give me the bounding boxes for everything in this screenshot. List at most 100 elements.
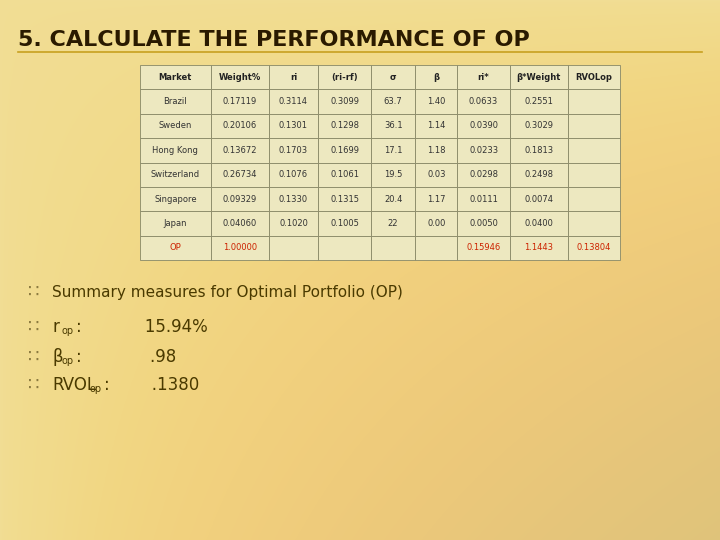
- Text: 0.1301: 0.1301: [279, 122, 308, 131]
- Text: 0.1699: 0.1699: [330, 146, 359, 155]
- Bar: [140, 138, 211, 163]
- Bar: [415, 163, 457, 187]
- Bar: [211, 138, 269, 163]
- Text: (ri-rf): (ri-rf): [331, 73, 358, 82]
- Bar: [510, 90, 567, 114]
- Bar: [415, 235, 457, 260]
- Text: β: β: [52, 348, 63, 366]
- Text: 20.4: 20.4: [384, 194, 402, 204]
- Bar: [567, 163, 620, 187]
- Text: 0.3099: 0.3099: [330, 97, 359, 106]
- Bar: [457, 211, 510, 235]
- Text: 63.7: 63.7: [384, 97, 402, 106]
- Text: 0.1020: 0.1020: [279, 219, 308, 228]
- Text: 0.1330: 0.1330: [279, 194, 308, 204]
- Bar: [211, 211, 269, 235]
- Bar: [567, 138, 620, 163]
- Text: 0.2498: 0.2498: [524, 170, 553, 179]
- Text: r: r: [52, 318, 59, 336]
- Text: Market: Market: [158, 73, 192, 82]
- Text: 0.0633: 0.0633: [469, 97, 498, 106]
- Bar: [371, 114, 415, 138]
- Bar: [211, 90, 269, 114]
- Bar: [318, 90, 371, 114]
- Bar: [415, 138, 457, 163]
- Bar: [318, 235, 371, 260]
- Text: ∷: ∷: [28, 376, 40, 394]
- Bar: [371, 65, 415, 90]
- Bar: [211, 65, 269, 90]
- Bar: [371, 138, 415, 163]
- Bar: [371, 187, 415, 211]
- Bar: [415, 65, 457, 90]
- Bar: [415, 90, 457, 114]
- Bar: [140, 114, 211, 138]
- Text: RVOL: RVOL: [52, 376, 96, 394]
- Text: :             .98: : .98: [76, 348, 176, 366]
- Bar: [415, 187, 457, 211]
- Text: 1.17: 1.17: [427, 194, 446, 204]
- Text: 19.5: 19.5: [384, 170, 402, 179]
- Text: 0.1061: 0.1061: [330, 170, 359, 179]
- Text: OP: OP: [169, 244, 181, 252]
- Bar: [415, 114, 457, 138]
- Text: 0.04060: 0.04060: [222, 219, 257, 228]
- Bar: [269, 163, 318, 187]
- Text: Brazil: Brazil: [163, 97, 187, 106]
- Bar: [457, 187, 510, 211]
- Bar: [269, 114, 318, 138]
- Text: 0.0233: 0.0233: [469, 146, 498, 155]
- Text: RVOLop: RVOLop: [575, 73, 612, 82]
- Bar: [567, 187, 620, 211]
- Text: 0.0050: 0.0050: [469, 219, 498, 228]
- Bar: [318, 138, 371, 163]
- Text: ∷: ∷: [28, 348, 40, 366]
- Text: σ: σ: [390, 73, 397, 82]
- Text: op: op: [62, 356, 74, 366]
- Text: 0.0400: 0.0400: [524, 219, 553, 228]
- Text: op: op: [90, 384, 102, 394]
- Text: :            15.94%: : 15.94%: [76, 318, 208, 336]
- Text: β: β: [433, 73, 439, 82]
- Bar: [371, 90, 415, 114]
- Text: ∷: ∷: [28, 318, 40, 336]
- Bar: [140, 211, 211, 235]
- Text: 0.15946: 0.15946: [467, 244, 500, 252]
- Text: 1.14: 1.14: [427, 122, 446, 131]
- Bar: [567, 211, 620, 235]
- Bar: [510, 138, 567, 163]
- Text: ∷: ∷: [28, 283, 40, 301]
- Bar: [140, 163, 211, 187]
- Bar: [140, 235, 211, 260]
- Bar: [567, 65, 620, 90]
- Bar: [510, 65, 567, 90]
- Text: 0.26734: 0.26734: [222, 170, 257, 179]
- Text: :        .1380: : .1380: [104, 376, 199, 394]
- Text: 36.1: 36.1: [384, 122, 402, 131]
- Bar: [457, 65, 510, 90]
- Bar: [567, 90, 620, 114]
- Text: Hong Kong: Hong Kong: [153, 146, 198, 155]
- Bar: [415, 211, 457, 235]
- Text: Summary measures for Optimal Portfolio (OP): Summary measures for Optimal Portfolio (…: [52, 285, 403, 300]
- Text: 0.1298: 0.1298: [330, 122, 359, 131]
- Text: 0.20106: 0.20106: [222, 122, 257, 131]
- Bar: [140, 187, 211, 211]
- Text: 0.13804: 0.13804: [577, 244, 611, 252]
- Bar: [510, 187, 567, 211]
- Bar: [269, 235, 318, 260]
- Text: 0.2551: 0.2551: [524, 97, 553, 106]
- Text: 0.09329: 0.09329: [222, 194, 257, 204]
- Text: 1.1443: 1.1443: [524, 244, 553, 252]
- Bar: [371, 163, 415, 187]
- Text: ri: ri: [290, 73, 297, 82]
- Bar: [457, 138, 510, 163]
- Bar: [457, 235, 510, 260]
- Text: Switzerland: Switzerland: [151, 170, 200, 179]
- Bar: [211, 114, 269, 138]
- Text: 0.3029: 0.3029: [524, 122, 553, 131]
- Text: 17.1: 17.1: [384, 146, 402, 155]
- Text: 0.03: 0.03: [427, 170, 446, 179]
- Text: 0.1005: 0.1005: [330, 219, 359, 228]
- Text: β*Weight: β*Weight: [516, 73, 561, 82]
